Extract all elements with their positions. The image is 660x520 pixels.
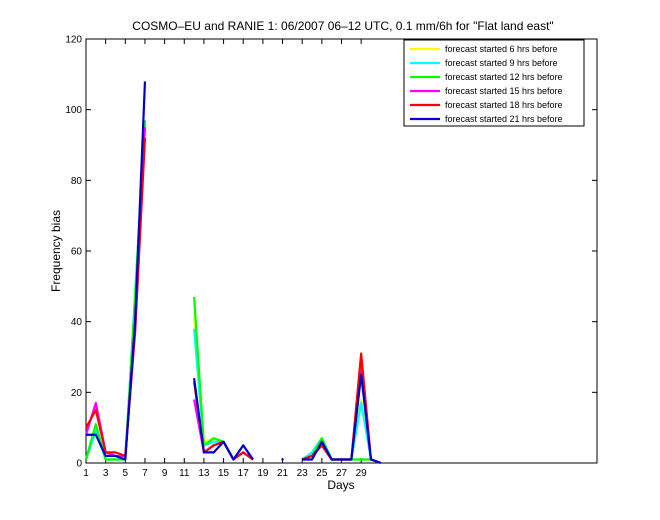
- x-tick-label: 15: [218, 468, 230, 479]
- x-axis-ticks: 1 3 5 7 9 11 13 15 17 19 21 23 25 27 29: [83, 39, 367, 479]
- x-tick-label: 21: [277, 468, 289, 479]
- legend-box: [403, 39, 585, 127]
- y-axis-ticks: 0 20 40 60 80 100 120: [65, 35, 597, 470]
- x-axis-label: Days: [327, 478, 354, 492]
- series-point-6: [281, 458, 284, 461]
- chart-title: COSMO–EU and RANIE 1: 06/2007 06–12 UTC,…: [132, 19, 553, 33]
- x-tick-label: 23: [297, 468, 309, 479]
- legend-entry-label: forecast started 21 hrs before: [445, 114, 563, 124]
- x-tick-label: 13: [198, 468, 210, 479]
- legend-entry-label: forecast started 6 hrs before: [445, 44, 558, 54]
- legend-entry-label: forecast started 15 hrs before: [445, 86, 563, 96]
- y-tick-label: 40: [71, 317, 83, 328]
- x-tick-label: 7: [142, 468, 148, 479]
- y-tick-label: 60: [71, 247, 83, 258]
- y-tick-label: 120: [65, 35, 82, 46]
- x-tick-label: 29: [356, 468, 368, 479]
- x-tick-label: 19: [257, 468, 269, 479]
- x-tick-label: 11: [179, 468, 190, 479]
- x-tick-label: 9: [162, 468, 168, 479]
- x-tick-label: 5: [123, 468, 129, 479]
- y-tick-label: 20: [71, 388, 83, 399]
- y-tick-label: 0: [76, 459, 82, 470]
- x-tick-label: 1: [83, 468, 89, 479]
- x-tick-label: 25: [316, 468, 328, 479]
- series-line-6: [86, 81, 382, 465]
- legend-entry-label: forecast started 18 hrs before: [445, 100, 563, 110]
- y-tick-label: 100: [65, 105, 82, 116]
- legend-entry-label: forecast started 12 hrs before: [445, 72, 563, 82]
- series-lines: [84, 81, 382, 465]
- x-tick-label: 3: [103, 468, 109, 479]
- legend: forecast started 6 hrs before forecast st…: [403, 39, 585, 127]
- x-tick-label: 27: [336, 468, 348, 479]
- x-tick-label: 17: [238, 468, 250, 479]
- y-tick-label: 80: [71, 176, 83, 187]
- legend-entry-label: forecast started 9 hrs before: [445, 58, 558, 68]
- y-axis-label: Frequency bias: [49, 210, 63, 292]
